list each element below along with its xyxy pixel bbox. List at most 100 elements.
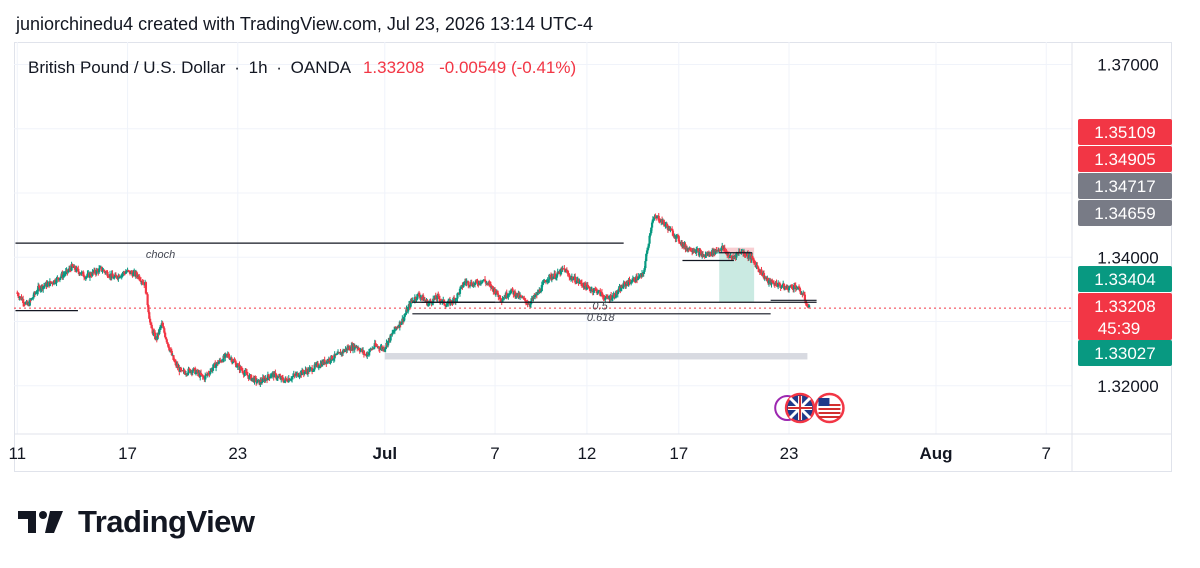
candle-body: [387, 340, 390, 346]
candle-body: [524, 298, 527, 301]
candle-body: [443, 304, 447, 306]
candle-body: [467, 281, 470, 286]
candle-body: [138, 279, 142, 281]
price-label-badge[interactable]: [1078, 340, 1172, 366]
candle-body: [600, 292, 604, 296]
candle-body: [803, 294, 807, 301]
candle-body: [100, 266, 103, 271]
symbol-name[interactable]: British Pound / U.S. Dollar: [28, 58, 226, 77]
candle-body: [636, 278, 639, 281]
price-label-badge[interactable]: [1078, 146, 1172, 172]
candle-body: [412, 300, 415, 302]
candlestick-chart[interactable]: choch 0.50.618 11 17 23 Jul 7 12 17 23 Aug 7 1.37000…: [0, 0, 1200, 500]
candle-body: [255, 381, 259, 383]
candle-body: [604, 298, 607, 300]
candle-body: [394, 326, 397, 329]
candle-body: [593, 288, 596, 291]
candle-body: [400, 322, 403, 325]
candle-body: [559, 268, 563, 275]
candle-body: [610, 298, 614, 300]
candle-body: [438, 298, 442, 302]
candle-body: [752, 259, 756, 262]
price-label-badge[interactable]: [1078, 200, 1172, 226]
candle-body: [569, 277, 573, 280]
candle-body: [719, 250, 722, 252]
candle-body: [270, 373, 274, 376]
candle-body: [390, 334, 393, 336]
candle-body: [610, 295, 613, 300]
candle-body: [174, 361, 177, 363]
candle-body: [805, 303, 808, 306]
candle-body: [290, 379, 293, 381]
candle-body: [259, 380, 262, 385]
price-label-text: 1.33208: [1094, 297, 1155, 316]
candle-body: [24, 302, 27, 305]
candle-body: [548, 274, 551, 280]
interval[interactable]: 1h: [248, 58, 268, 77]
demand-zone[interactable]: [384, 353, 808, 360]
candle-body: [784, 287, 787, 289]
candle-body: [568, 274, 571, 278]
candle-body: [615, 291, 618, 298]
candle-body: [98, 267, 102, 269]
candle-body: [214, 364, 218, 368]
candle-body: [288, 378, 291, 381]
candle-body: [162, 326, 165, 329]
candle-body: [318, 366, 321, 368]
candle-body: [135, 272, 138, 276]
candle-body: [329, 361, 332, 363]
candle-body: [38, 286, 41, 291]
candle-body: [141, 281, 144, 283]
candle-body: [710, 255, 713, 257]
candle-body: [376, 345, 379, 348]
position-stop-zone[interactable]: [719, 247, 755, 253]
x-tick-label: 7: [1042, 444, 1051, 463]
price-label-badge[interactable]: [1078, 173, 1172, 199]
candle-body: [293, 374, 296, 376]
candle-body: [539, 289, 542, 292]
x-tick-label: 23: [780, 444, 799, 463]
candle-body: [39, 288, 42, 291]
candle-body: [602, 296, 605, 299]
candle-body: [311, 367, 314, 372]
candle-body: [269, 376, 272, 379]
candle-body: [571, 276, 574, 281]
candle-body: [541, 282, 544, 286]
candle-body: [154, 332, 157, 340]
candle-body: [730, 255, 733, 258]
candle-body: [534, 295, 537, 298]
candle-body: [502, 298, 505, 300]
candle-body: [554, 277, 558, 279]
candle-body: [664, 224, 667, 226]
candle-body: [434, 295, 437, 299]
candle-body: [283, 380, 286, 383]
candle-body: [332, 358, 335, 360]
candle-body: [659, 221, 662, 223]
candle-body: [315, 363, 318, 366]
candle-body: [716, 250, 720, 252]
candle-body: [98, 268, 101, 273]
tradingview-brand[interactable]: TradingView: [18, 504, 255, 540]
candle-body: [172, 355, 175, 360]
candle-body: [22, 299, 25, 304]
candle-body: [650, 227, 653, 234]
candle-body: [505, 292, 508, 297]
candle-body: [625, 283, 628, 286]
price-label-badge[interactable]: [1078, 293, 1172, 340]
candle-body: [555, 274, 558, 278]
candle-body: [651, 219, 654, 223]
candle-body: [111, 273, 114, 277]
candle-body: [427, 303, 430, 306]
x-tick-label: 23: [228, 444, 247, 463]
candle-body: [715, 249, 718, 252]
price-label-badge[interactable]: [1078, 266, 1172, 292]
candle-body: [85, 276, 88, 278]
candle-body: [539, 291, 543, 293]
candle-body: [764, 277, 767, 279]
candle-body: [29, 299, 32, 301]
price-label-badge[interactable]: [1078, 119, 1172, 145]
candle-body: [281, 377, 285, 381]
candle-body: [37, 285, 41, 287]
candle-body: [295, 373, 298, 376]
candle-body: [511, 288, 514, 291]
